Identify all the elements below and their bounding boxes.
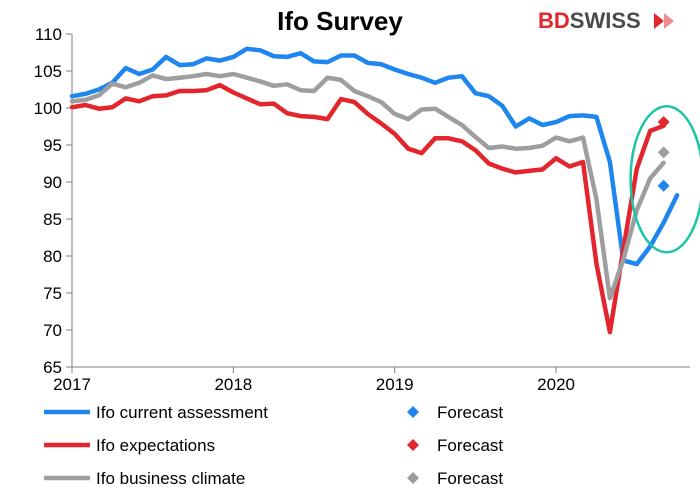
plot-area xyxy=(69,46,680,335)
x-tick-label: 2018 xyxy=(214,375,252,394)
y-tick-label: 65 xyxy=(43,358,62,377)
annotation-layer xyxy=(629,105,700,254)
forecast-marker xyxy=(657,146,670,159)
brand-arrow-icon xyxy=(654,13,664,29)
y-tick-label: 90 xyxy=(43,173,62,192)
x-tick-label: 2020 xyxy=(537,375,575,394)
legend-forecast-label: Forecast xyxy=(437,436,503,455)
brand-arrow-icon-2 xyxy=(664,13,674,29)
forecast-points xyxy=(657,116,670,192)
y-tick-label: 70 xyxy=(43,321,62,340)
series-line-ifo-current-assessment xyxy=(69,46,680,267)
chart-title: Ifo Survey xyxy=(277,6,403,36)
legend-forecast-label: Forecast xyxy=(437,403,503,422)
series-line-ifo-business-climate xyxy=(69,71,666,301)
brand-logo: BDSWISS xyxy=(538,8,674,33)
brand-logo-part2: SWISS xyxy=(570,8,641,33)
legend-label: Ifo expectations xyxy=(96,436,215,455)
legend: Ifo current assessment Ifo expectations If… xyxy=(44,403,503,488)
y-tick-label: 85 xyxy=(43,210,62,229)
legend-forecast-marker xyxy=(407,472,419,484)
forecast-marker xyxy=(657,116,670,129)
annotation-ellipse xyxy=(629,105,700,254)
legend-label: Ifo business climate xyxy=(96,469,245,488)
axes: 65 70 75 80 85 90 95 100 105 110 2017 2018 2019 2020 xyxy=(34,25,690,394)
y-tick-label: 100 xyxy=(34,99,62,118)
brand-logo-part1: BD xyxy=(538,8,570,33)
y-tick-label: 105 xyxy=(34,62,62,81)
forecast-marker xyxy=(657,179,670,192)
legend-label: Ifo current assessment xyxy=(96,403,268,422)
series-line-ifo-expectations xyxy=(69,82,666,335)
x-tick-label: 2019 xyxy=(376,375,414,394)
y-tick-label: 80 xyxy=(43,247,62,266)
legend-forecast-marker xyxy=(407,406,419,418)
legend-forecast-label: Forecast xyxy=(437,469,503,488)
x-tick-label: 2017 xyxy=(53,375,91,394)
svg-text:BDSWISS: BDSWISS xyxy=(538,8,641,33)
legend-forecast-marker xyxy=(407,439,419,451)
y-tick-label: 75 xyxy=(43,284,62,303)
y-tick-label: 110 xyxy=(35,25,62,44)
y-tick-label: 95 xyxy=(43,136,62,155)
